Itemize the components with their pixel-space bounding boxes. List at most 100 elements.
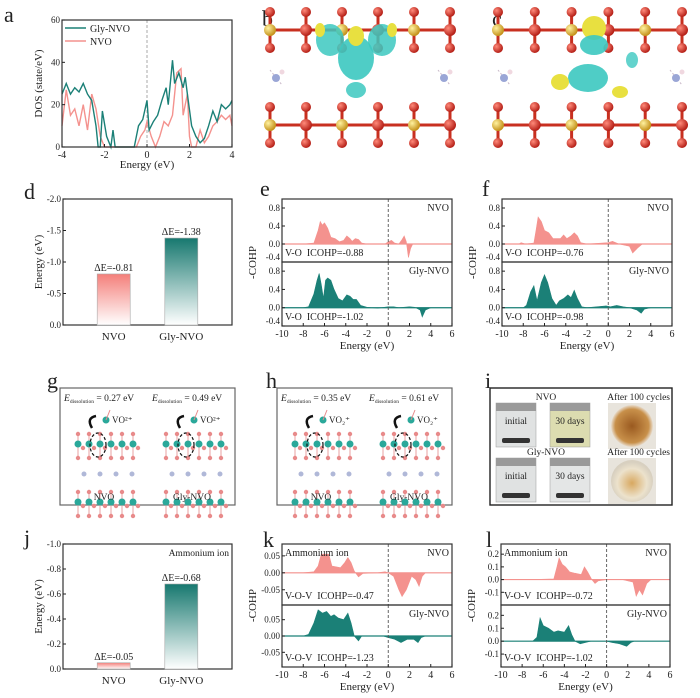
oxygen-atom xyxy=(119,489,125,495)
vanadium-atom xyxy=(96,498,104,506)
vanadium-atom xyxy=(173,498,181,506)
icohp-annotation: V-O-V ICOHP=-0.47 xyxy=(285,591,374,602)
y-tick-label: 0.4 xyxy=(489,221,501,231)
icohp-annotation: V-O-V ICOHP=-1.23 xyxy=(285,653,374,664)
vanadium-atom xyxy=(412,440,420,448)
y-tick-label: -1.0 xyxy=(47,539,62,549)
oxygen-atom xyxy=(97,489,103,495)
y-tick-label: -0.8 xyxy=(47,564,62,574)
vanadium-atom xyxy=(264,24,276,36)
oxygen-atom xyxy=(341,445,347,451)
vanadium-atom xyxy=(565,119,578,131)
energy-value: = 0.61 eV xyxy=(399,394,439,404)
oxygen-atom xyxy=(413,455,419,461)
x-tick-label: 0 xyxy=(386,670,391,681)
x-tick-label: -8 xyxy=(299,670,307,681)
cohp-area-nvo xyxy=(282,220,452,258)
vanadium-atom xyxy=(565,24,578,36)
oxygen-atom xyxy=(336,431,342,437)
oxygen-atom xyxy=(303,489,309,495)
y-tick-label: -0.4 xyxy=(486,316,501,326)
oxygen-atom xyxy=(528,24,541,36)
y-tick-label: -0.4 xyxy=(486,252,501,262)
y-tick-label: -0.05 xyxy=(261,585,280,595)
nitrogen-atom xyxy=(185,471,191,477)
oxygen-atom xyxy=(308,445,314,451)
oxygen-atom xyxy=(603,102,614,112)
nitrogen-atom xyxy=(500,74,508,82)
isosurface-cyan xyxy=(626,52,638,68)
nitrogen-atom xyxy=(272,74,280,82)
oxygen-atom xyxy=(493,7,503,17)
oxygen-atom xyxy=(402,431,408,437)
oxygen-atom xyxy=(424,489,430,495)
oxygen-atom xyxy=(444,119,456,131)
energy-value: = 0.35 eV xyxy=(311,394,351,404)
x-tick-label: -10 xyxy=(275,670,288,681)
oxygen-atom xyxy=(330,445,336,451)
vanadium-atom xyxy=(401,440,409,448)
oxygen-atom xyxy=(75,431,81,437)
oxygen-atom xyxy=(418,445,424,451)
oxygen-atom xyxy=(292,489,298,495)
subplot-name: Gly-NVO xyxy=(629,266,669,277)
y-tick-label: 0.0 xyxy=(50,320,62,330)
vanadium-atom xyxy=(492,24,504,36)
oxygen-atom xyxy=(300,24,312,36)
panel-label-f: f xyxy=(482,176,490,201)
oxygen-atom xyxy=(385,445,391,451)
isosurface-yellow xyxy=(315,23,325,37)
vanadium-atom xyxy=(379,440,387,448)
oxygen-atom xyxy=(130,489,136,495)
oxygen-atom xyxy=(135,503,141,509)
oxygen-atom xyxy=(337,102,347,112)
oxygen-atom xyxy=(314,489,320,495)
oxygen-atom xyxy=(640,43,651,53)
oxygen-atom xyxy=(265,43,275,53)
oxygen-atom xyxy=(337,7,347,17)
dissolution-energy-label: Edissolution = 0.27 eV xyxy=(63,394,134,405)
subplot-name: NVO xyxy=(427,203,449,214)
x-tick-label: 4 xyxy=(648,329,653,340)
oxygen-atom xyxy=(325,455,331,461)
oxygen-atom xyxy=(603,7,614,17)
vanadium-atom xyxy=(346,498,354,506)
y-axis-label: DOS (state/eV) xyxy=(33,49,45,117)
oxygen-atom xyxy=(163,455,169,461)
y-tick-label: -0.1 xyxy=(485,587,499,597)
x-tick-label: 6 xyxy=(450,670,455,681)
oxygen-atom xyxy=(396,445,402,451)
oxygen-atom xyxy=(223,445,229,451)
oxygen-atom xyxy=(301,102,311,112)
x-tick-label: -4 xyxy=(562,329,570,340)
y-axis-label: -COHP xyxy=(247,246,259,279)
vanadium-atom xyxy=(96,440,104,448)
oxygen-atom xyxy=(424,431,430,437)
oxygen-atom xyxy=(640,7,651,17)
bar-gly-nvo xyxy=(164,237,199,326)
oxygen-atom xyxy=(196,513,202,519)
oxygen-atom xyxy=(185,455,191,461)
oxygen-atom xyxy=(212,503,218,509)
panel-label-j: j xyxy=(23,525,30,550)
y-tick-label: 0.05 xyxy=(264,615,280,625)
oxygen-atom xyxy=(223,503,229,509)
vanadium-atom xyxy=(639,119,652,131)
bar-data-label: ΔE=-0.68 xyxy=(162,573,201,584)
oxygen-atom xyxy=(352,445,358,451)
oxygen-atom xyxy=(218,489,224,495)
energy-symbol: E xyxy=(280,394,287,404)
oxygen-atom xyxy=(603,138,614,148)
oxygen-atom xyxy=(119,431,125,437)
nitrogen-atom xyxy=(330,471,336,477)
vanadium-atom xyxy=(217,440,225,448)
vial-label: initial xyxy=(505,472,528,482)
oxygen-atom xyxy=(86,513,92,519)
oxygen-atom xyxy=(130,513,136,519)
x-tick-label: -10 xyxy=(495,329,508,340)
x-tick-label: -2 xyxy=(100,150,108,161)
oxygen-atom xyxy=(440,503,446,509)
vanadium-atom xyxy=(162,498,170,506)
y-tick-label: 0.0 xyxy=(50,664,62,674)
